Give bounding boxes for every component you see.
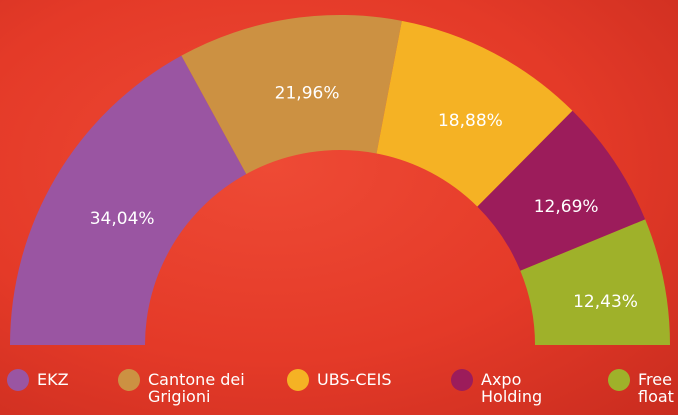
value-label: 34,04%	[90, 209, 155, 229]
value-label: 21,96%	[275, 84, 340, 104]
value-label: 18,88%	[438, 111, 503, 131]
legend-marker	[287, 369, 309, 391]
value-label: 12,43%	[573, 292, 638, 312]
legend-label: UBS-CEIS	[317, 371, 407, 388]
legend-label: Free float	[638, 371, 678, 405]
legend-label: Axpo Holding	[481, 371, 541, 405]
legend-marker	[118, 369, 140, 391]
legend-marker	[608, 369, 630, 391]
legend-marker	[7, 369, 29, 391]
legend-label: EKZ	[37, 371, 87, 388]
chart: 34,04% 21,96% 18,88% 12,69% 12,43%	[0, 0, 678, 415]
value-label: 12,69%	[534, 197, 599, 217]
legend-marker	[451, 369, 473, 391]
page: 34,04%21,96%18,88%12,69%12,43% (() => { …	[0, 0, 678, 415]
legend-label: Cantone dei Grigioni	[148, 371, 258, 405]
